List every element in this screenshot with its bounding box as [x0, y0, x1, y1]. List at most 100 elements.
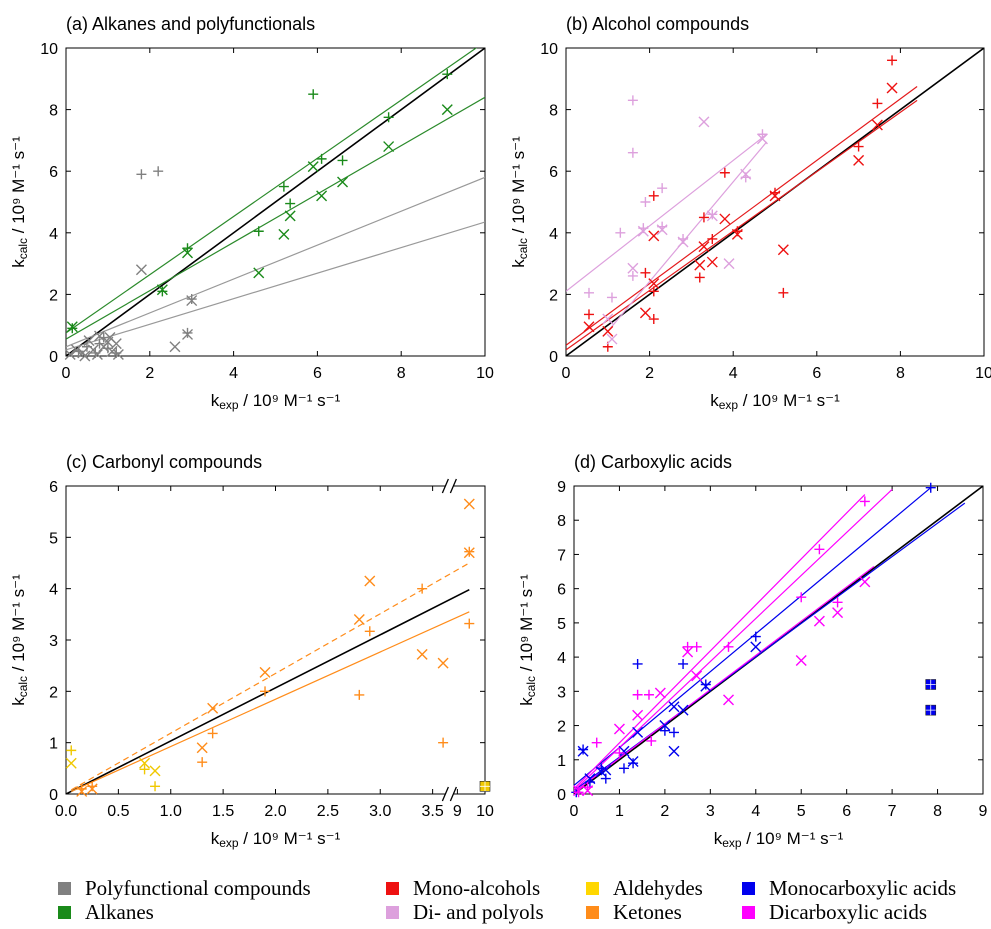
cross-marker: [582, 785, 594, 797]
plus-marker: [648, 314, 659, 325]
plus-marker: [632, 689, 643, 700]
plus-marker: [627, 147, 638, 158]
cross-marker: [795, 655, 807, 667]
cross-marker: [648, 278, 660, 290]
square-marker-inner: [480, 781, 490, 792]
cross-marker: [682, 646, 694, 658]
plus-marker: [627, 95, 638, 106]
cross-marker: [94, 330, 106, 342]
cross-marker: [886, 82, 898, 94]
plus-marker: [364, 626, 375, 637]
legend-label: Ketones: [613, 900, 682, 924]
x-tick-label: 3.0: [369, 803, 391, 820]
y-tick-label: 0: [49, 349, 58, 366]
plus-marker: [859, 496, 870, 507]
x-tick-label: 4: [729, 365, 738, 382]
cross-marker: [156, 284, 168, 296]
x-tick-label: 9: [453, 803, 462, 820]
x-tick-label: 10: [476, 365, 494, 382]
cross-marker: [259, 666, 271, 678]
plus-marker: [723, 641, 734, 652]
x-tick-label: 4: [229, 365, 238, 382]
cross-marker: [723, 694, 735, 706]
y-tick-label: 4: [557, 650, 566, 667]
cross-marker: [441, 104, 453, 116]
fit-line: [574, 565, 875, 793]
plus-marker: [197, 757, 208, 768]
cross-marker: [573, 785, 585, 797]
panel-b: (b) Alcohol compounds 0 2 4 6 8 10 0 2 4 6 8 10 kexp …: [509, 14, 991, 412]
fit-line: [607, 141, 768, 332]
x-tick-label: 2: [660, 803, 669, 820]
cross-marker: [104, 332, 116, 344]
cross-marker: [79, 350, 91, 362]
plus-marker: [640, 197, 651, 207]
cross-marker: [648, 230, 660, 242]
cross-marker: [66, 321, 78, 333]
cross-marker: [437, 657, 449, 669]
plus-marker: [354, 689, 365, 700]
data-points-a: [64, 69, 453, 362]
plus-marker: [186, 294, 197, 305]
cross-marker: [694, 259, 706, 271]
fit-lines-d: [574, 486, 983, 794]
cross-marker: [253, 267, 265, 279]
data-points-d: [571, 482, 937, 798]
legend-swatch: [586, 882, 599, 896]
x-tick-label: 0: [570, 803, 579, 820]
legend-label: Mono-alcohols: [413, 876, 541, 900]
y-tick-label: 7: [557, 547, 566, 564]
legend-item: Dicarboxylic acids: [742, 900, 927, 924]
fit-lines-b: [566, 48, 984, 356]
axis-break-mark: [441, 786, 449, 802]
x-tick-label: 5: [797, 803, 806, 820]
cross-marker: [723, 258, 735, 270]
y-tick-label: 6: [557, 582, 566, 599]
x-tick-label: 6: [313, 365, 322, 382]
cross-marker: [316, 190, 328, 202]
cross-marker: [416, 648, 428, 660]
cross-marker: [169, 341, 181, 353]
fit-line: [66, 48, 478, 334]
cross-marker: [698, 116, 710, 128]
plus-marker: [442, 69, 453, 80]
panel-c: (c) Carbonyl compounds 0 1 2 3 4 5 6 0.0 0.5 1.0 1.…: [9, 452, 494, 850]
panel-a: (a) Alkanes and polyfunctionals 0 2 4 6 8 10 0 2…: [9, 14, 494, 412]
fit-line: [574, 488, 893, 792]
legend-label: Aldehydes: [613, 876, 703, 900]
plus-marker: [278, 181, 289, 192]
cross-marker: [76, 785, 88, 797]
fit-lines-c: [66, 562, 470, 794]
cross-marker: [706, 210, 718, 222]
y-tick-label: 1: [557, 753, 566, 770]
plus-marker: [600, 773, 611, 784]
y-axis-label-c: kcalc / 10⁹ M⁻¹ s⁻¹: [9, 574, 30, 706]
legend-item: Polyfunctional compounds: [58, 876, 311, 900]
plus-marker: [614, 747, 625, 758]
cross-marker: [777, 244, 789, 256]
x-tick-label: 2.5: [317, 803, 339, 820]
cross-marker: [740, 168, 752, 180]
cross-marker: [632, 726, 644, 738]
cross-marker: [698, 241, 710, 253]
cross-marker: [106, 345, 118, 357]
cross-marker: [353, 613, 365, 625]
x-tick-label: 3: [706, 803, 715, 820]
plus-marker: [94, 338, 105, 349]
plus-marker: [872, 98, 883, 109]
cross-marker: [637, 225, 649, 237]
plus-marker: [648, 190, 659, 201]
x-tick-label: 6: [812, 365, 821, 382]
cross-marker: [182, 247, 194, 259]
plus-marker: [464, 546, 475, 557]
y-tick-label: 1: [49, 736, 58, 753]
plus-marker: [814, 544, 825, 555]
x-tick-label: 8: [896, 365, 905, 382]
y-tick-label: 2: [557, 719, 566, 736]
legend-label: Polyfunctional compounds: [85, 876, 311, 900]
axis-break-gap: [445, 478, 454, 494]
plus-marker: [150, 781, 161, 792]
cross-marker: [656, 224, 668, 236]
x-tick-label: 7: [888, 803, 897, 820]
y-axis-label-a: kcalc / 10⁹ M⁻¹ s⁻¹: [9, 136, 30, 268]
